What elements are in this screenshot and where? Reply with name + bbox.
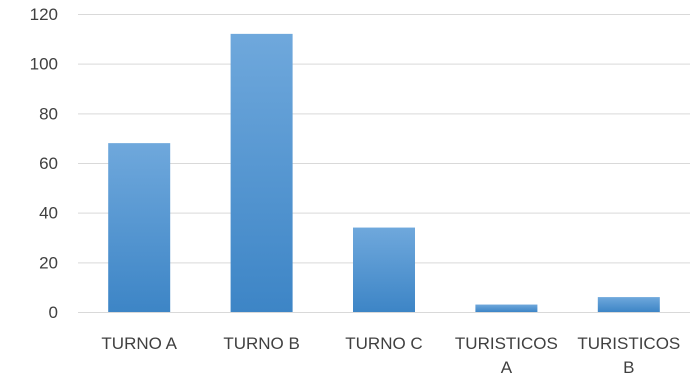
- x-category-label-turisticos-a: TURISTICOS A: [455, 334, 558, 377]
- y-tick-label-100: 100: [30, 55, 58, 74]
- y-tick-label-20: 20: [39, 253, 58, 272]
- y-tick-label-120: 120: [30, 5, 58, 24]
- gridlines: [78, 14, 690, 313]
- x-category-label-turno-b: TURNO B: [223, 334, 300, 353]
- y-axis-tick-labels: 0 20 40 60 80 100 120: [30, 5, 58, 322]
- bar-turno-b: [230, 33, 293, 312]
- y-tick-label-80: 80: [39, 104, 58, 123]
- bars: [108, 33, 660, 312]
- x-axis-category-labels: TURNO A TURNO B TURNO C TURISTICOS A TURISTIC…: [101, 334, 680, 377]
- x-category-label-turisticos-b: TURISTICOS B: [577, 334, 680, 377]
- bar-turisticos-b: [597, 297, 660, 312]
- bar-turno-c: [353, 227, 415, 312]
- x-category-label-turno-a: TURNO A: [101, 334, 177, 353]
- y-tick-label-60: 60: [39, 154, 58, 173]
- bar-turno-a: [108, 143, 171, 312]
- bar-turisticos-a: [475, 304, 538, 312]
- y-tick-label-40: 40: [39, 204, 58, 223]
- y-tick-label-0: 0: [49, 303, 58, 322]
- x-category-label-turno-c: TURNO C: [345, 334, 422, 353]
